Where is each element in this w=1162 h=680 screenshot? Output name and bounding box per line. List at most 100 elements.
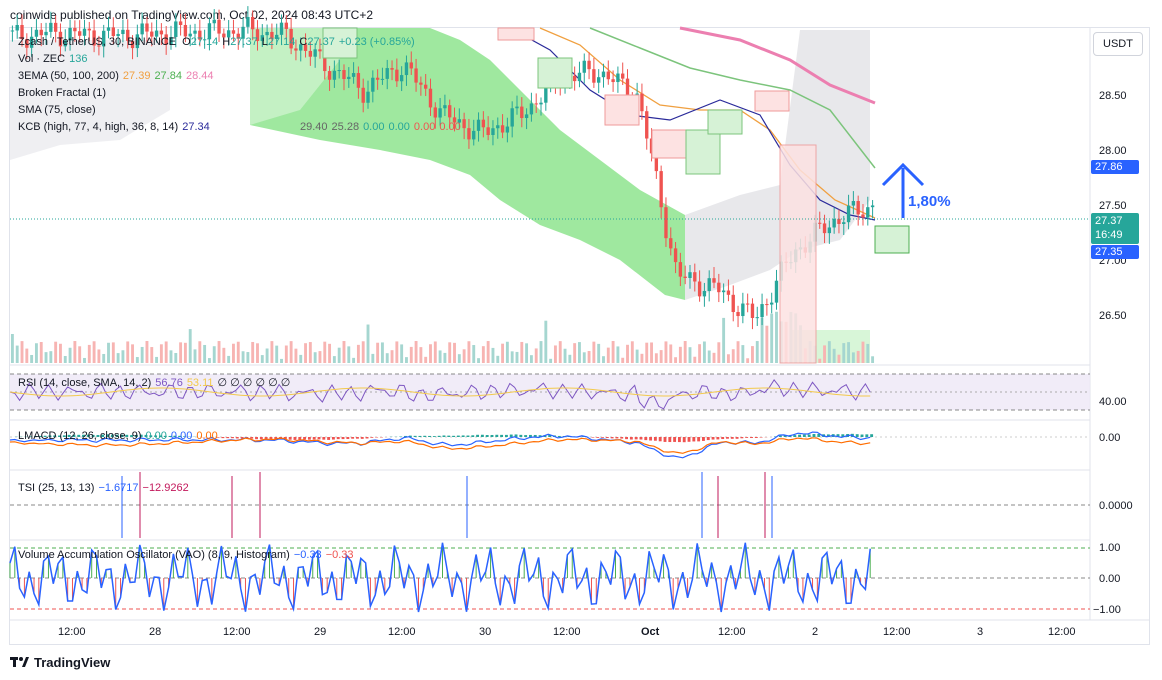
- time-tick: 12:00: [718, 626, 746, 638]
- volume-bar: [299, 354, 303, 363]
- close-value: 27.37: [307, 36, 335, 48]
- volume-bar: [467, 341, 471, 363]
- lmacd-hist-bar: [490, 434, 494, 437]
- vao-legend[interactable]: Volume Accumulation Oscillator (VAO) (8,…: [18, 549, 358, 561]
- fractal-legend[interactable]: Broken Fractal (1): [18, 87, 110, 99]
- footer-brand[interactable]: TradingView: [10, 655, 110, 670]
- candle-body: [683, 276, 687, 278]
- lmacd-hist-bar: [855, 434, 859, 437]
- candle-body: [505, 126, 510, 133]
- candle-body: [275, 34, 279, 39]
- time-tick: 12:00: [388, 626, 416, 638]
- lmacd-hist-bar: [115, 434, 119, 437]
- kcb-extra-values: 29.40 25.28 0.00 0.00 0.00 0.00: [300, 121, 465, 133]
- candle-body: [423, 84, 428, 89]
- volume-bar: [63, 356, 67, 363]
- volume-bar: [260, 355, 264, 363]
- volume-bar: [270, 341, 274, 363]
- volume-bar: [424, 356, 428, 363]
- lmacd-hist-bar: [677, 437, 681, 443]
- candle-body: [765, 304, 769, 306]
- candle-body: [327, 71, 332, 80]
- candle-body: [121, 29, 125, 35]
- candle-body: [520, 106, 524, 119]
- lmacd-hist-bar: [269, 437, 273, 440]
- lmacd-hist-bar: [91, 434, 95, 437]
- candle-body: [712, 278, 716, 283]
- lmacd-hist-bar: [538, 435, 542, 437]
- fractal-box: [651, 129, 687, 159]
- volume-bar: [529, 355, 533, 363]
- fractal-box: [754, 90, 790, 112]
- lmacd-hist-bar: [605, 437, 609, 439]
- lmacd-hist-bar: [750, 437, 753, 439]
- lmacd-hist-bar: [519, 434, 523, 437]
- volume-bar: [169, 350, 173, 363]
- lmacd-hist-bar: [408, 435, 412, 437]
- volume-bar: [212, 346, 216, 363]
- candle-body: [39, 29, 43, 36]
- vol-legend[interactable]: Vol · ZEC 136: [18, 53, 91, 65]
- volume-bar: [587, 351, 591, 363]
- tsi-legend[interactable]: TSI (25, 13, 13) −1.6717 −12.9262: [18, 482, 193, 494]
- kcb-extra: 0.00: [439, 121, 461, 133]
- candle-body: [414, 68, 418, 83]
- currency-button[interactable]: USDT: [1093, 32, 1143, 56]
- rsi-legend[interactable]: RSI (14, close, SMA, 14, 2) 56.76 53.11 ∅ ∅…: [18, 376, 294, 389]
- lmacd-hist-bar: [34, 436, 37, 437]
- symbol-legend[interactable]: Zcash / TetherUS, 30, BINANCE O27.14 H27.3…: [18, 36, 419, 48]
- ema-price-badge: 27.86: [1091, 160, 1139, 174]
- tsi-spikes: [121, 472, 773, 538]
- lmacd-hist-bar: [802, 434, 806, 437]
- volume-bar: [193, 349, 197, 363]
- ema-legend[interactable]: 3EMA (50, 100, 200) 27.39 27.84 28.44: [18, 70, 218, 82]
- lmacd-hist-bar: [500, 434, 504, 437]
- volume-bar: [597, 343, 601, 363]
- volume-bar: [621, 357, 625, 363]
- volume-bar: [486, 341, 490, 363]
- candle-body: [726, 290, 731, 295]
- volume-bar: [453, 342, 456, 363]
- lmacd-hist-bar: [480, 434, 484, 437]
- lmacd-hist-bar: [346, 437, 350, 440]
- ema-v2: 27.84: [154, 70, 182, 82]
- volume-bar: [347, 346, 351, 363]
- sma-legend[interactable]: SMA (75, close): [18, 104, 100, 116]
- volume-bar: [606, 347, 610, 363]
- lmacd-legend[interactable]: LMACD (12, 26, close, 9) 0.00 0.00 0.00: [18, 430, 222, 442]
- volume-bar: [232, 343, 235, 363]
- lmacd-hist-bar: [625, 437, 628, 440]
- chart-area[interactable]: [9, 27, 1150, 645]
- candle-body: [702, 290, 707, 297]
- candlesticks: [10, 6, 875, 330]
- lmacd-hist-bar: [610, 437, 614, 439]
- kcb-label: KCB (high, 77, 4, high, 36, 8, 14): [18, 121, 179, 133]
- lmacd-hist-bar: [221, 437, 225, 439]
- volume-bar: [683, 341, 687, 363]
- candle-body: [577, 72, 582, 82]
- volume-bar: [534, 348, 538, 363]
- candle-body: [385, 68, 389, 79]
- candle-body: [140, 23, 144, 35]
- kcb-legend[interactable]: KCB (high, 77, 4, high, 36, 8, 14) 27.34: [18, 121, 214, 133]
- lmacd-hist-bar: [461, 435, 465, 437]
- lmacd-hist-bar: [644, 437, 648, 441]
- candle-body: [154, 30, 159, 37]
- candle-body: [174, 21, 178, 38]
- volume-bar: [366, 324, 370, 363]
- candle-body: [53, 22, 58, 32]
- candle-body: [82, 28, 87, 36]
- volume-bar: [323, 341, 327, 363]
- volume-bar: [97, 349, 101, 363]
- candle-body: [832, 218, 836, 228]
- vao-line: [9, 542, 871, 613]
- fractal-box: [604, 94, 640, 126]
- candle-body: [222, 33, 226, 38]
- lmacd-label: LMACD (12, 26, close, 9): [18, 430, 142, 442]
- vao-axis-label: −1.00: [1093, 604, 1121, 616]
- volume-bar: [770, 313, 774, 363]
- candle-body: [529, 103, 534, 115]
- candle-body: [472, 130, 476, 140]
- candle-body: [534, 103, 538, 105]
